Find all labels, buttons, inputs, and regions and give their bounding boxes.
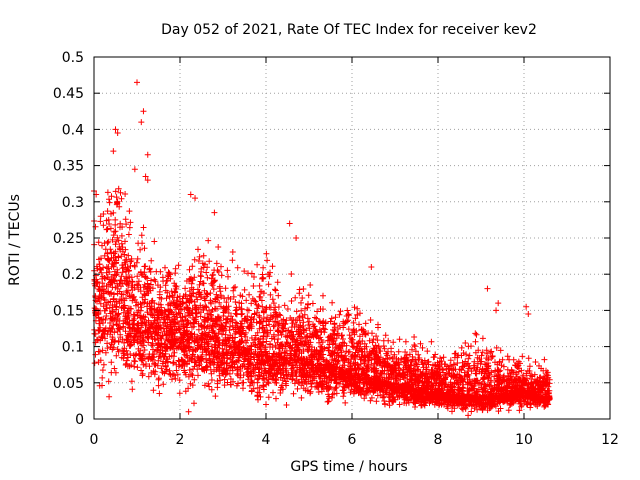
scatter-point xyxy=(140,108,147,115)
scatter-point xyxy=(192,195,199,202)
data-points xyxy=(91,79,553,419)
x-tick-labels: 0 2 4 6 8 10 12 xyxy=(90,432,619,448)
chart-title: Day 052 of 2021, Rate Of TEC Index for r… xyxy=(161,22,537,38)
x-tick-label: 6 xyxy=(348,432,357,448)
scatter-point xyxy=(211,209,218,216)
scatter-point xyxy=(138,119,145,126)
scatter-point xyxy=(286,220,293,227)
x-tick-label: 8 xyxy=(434,432,443,448)
x-tick-label: 2 xyxy=(176,432,185,448)
y-axis-label: ROTI / TECUs xyxy=(7,194,23,286)
y-tick-label: 0.45 xyxy=(53,86,84,102)
scatter-point xyxy=(134,79,140,86)
scatter-point-cloud xyxy=(91,185,553,415)
scatter-point xyxy=(525,311,532,318)
y-tick-label: 0.15 xyxy=(53,303,84,319)
x-tick-label: 12 xyxy=(601,432,619,448)
scatter-point xyxy=(112,126,119,133)
scatter-point xyxy=(185,408,192,415)
scatter-point xyxy=(110,148,117,155)
y-tick-label: 0.3 xyxy=(62,195,84,211)
x-tick-label: 0 xyxy=(90,432,99,448)
y-tick-labels: 0 0.05 0.1 0.15 0.2 0.25 0.3 0.35 0.4 0.45 0.5 xyxy=(53,50,84,428)
y-tick-label: 0.35 xyxy=(53,159,84,175)
x-tick-label: 4 xyxy=(262,432,271,448)
y-tick-label: 0.2 xyxy=(62,267,84,283)
scatter-point xyxy=(263,401,269,408)
y-tick-label: 0.5 xyxy=(62,50,84,66)
scatter-point xyxy=(187,191,194,198)
scatter-point xyxy=(493,307,500,314)
scatter-point xyxy=(368,263,375,270)
scatter-point xyxy=(465,412,472,419)
scatter-point xyxy=(495,300,502,307)
y-tick-label: 0.1 xyxy=(62,340,84,356)
y-tick-label: 0.25 xyxy=(53,231,84,247)
scatter-point xyxy=(131,166,138,173)
x-tick-label: 10 xyxy=(515,432,533,448)
grid-lines xyxy=(94,57,610,419)
y-tick-label: 0 xyxy=(75,412,84,428)
scatter-point xyxy=(293,235,300,241)
scatter-point xyxy=(144,177,151,184)
x-axis-label: GPS time / hours xyxy=(290,459,407,475)
scatter-point xyxy=(114,130,121,137)
y-tick-label: 0.05 xyxy=(53,376,84,392)
scatter-point xyxy=(523,303,530,310)
scatter-point xyxy=(142,173,149,180)
axis-ticks xyxy=(93,56,611,420)
scatter-point xyxy=(144,151,151,158)
scatter-point xyxy=(484,285,491,292)
y-tick-label: 0.4 xyxy=(62,122,84,138)
